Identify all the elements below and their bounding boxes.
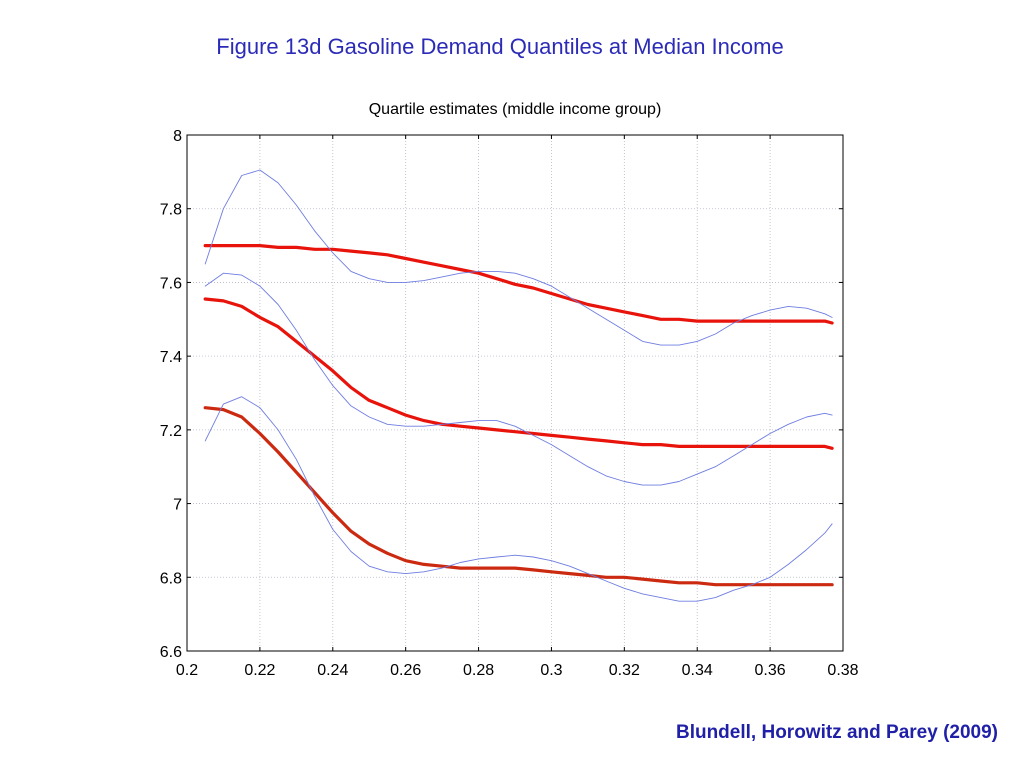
x-tick-label: 0.2 [176, 662, 198, 679]
y-tick-label: 7.6 [160, 275, 182, 292]
band-line-4 [204, 272, 833, 486]
slide-title: Figure 13d Gasoline Demand Quantiles at … [216, 34, 784, 59]
x-tick-label: 0.34 [682, 662, 713, 679]
y-tick-label: 7.2 [160, 423, 182, 440]
y-tick-label: 8 [173, 128, 182, 145]
estimate-line-1 [203, 297, 834, 450]
band-line-3 [204, 169, 833, 346]
x-tick-label: 0.26 [390, 662, 421, 679]
grid-layer [187, 135, 843, 651]
band-line-5 [204, 396, 833, 602]
x-tick-label: 0.38 [827, 662, 858, 679]
y-tick-label: 7 [173, 497, 182, 514]
citation: Blundell, Horowitz and Parey (2009) [675, 722, 998, 743]
chart-title: Quartile estimates (middle income group) [368, 101, 662, 118]
y-tick-label: 6.6 [160, 644, 182, 661]
estimate-line-0 [203, 244, 834, 325]
x-tick-label: 0.36 [755, 662, 786, 679]
estimate-line-2 [203, 406, 834, 587]
series-layer [203, 169, 834, 602]
tick-layer: 0.2 0.22 0.24 0.26 0.28 0.3 0.32 0.34 0.36 0.38 6.… [160, 128, 859, 679]
x-tick-label: 0.24 [317, 662, 348, 679]
y-tick-label: 7.8 [160, 202, 182, 219]
y-tick-label: 6.8 [160, 570, 182, 587]
x-tick-label: 0.3 [540, 662, 562, 679]
x-tick-label: 0.28 [463, 662, 494, 679]
y-tick-label: 7.4 [160, 349, 182, 366]
plot-frame [186, 134, 844, 652]
x-tick-label: 0.22 [244, 662, 275, 679]
x-tick-label: 0.32 [609, 662, 640, 679]
